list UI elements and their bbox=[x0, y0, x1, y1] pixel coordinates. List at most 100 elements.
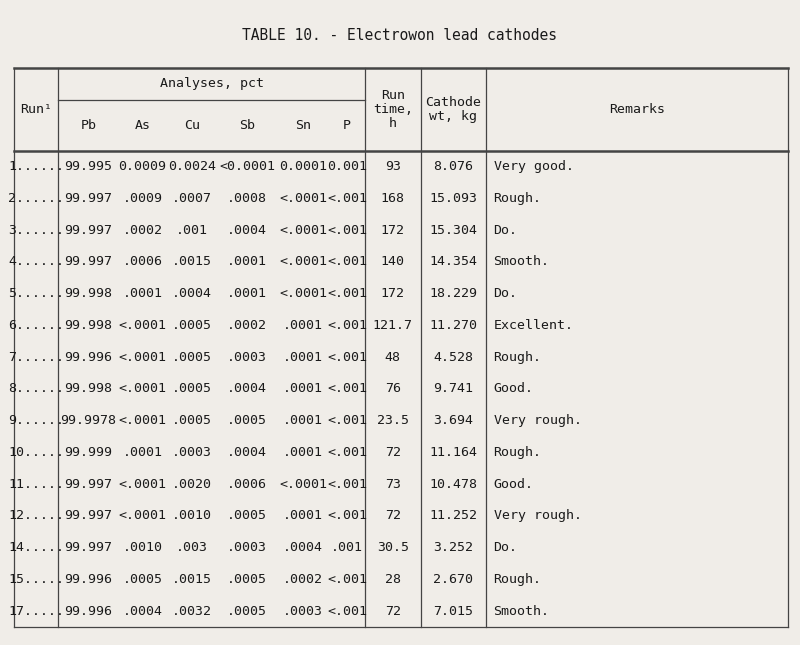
Text: .001: .001 bbox=[331, 541, 363, 554]
Text: Very rough.: Very rough. bbox=[494, 510, 582, 522]
Text: 15.....: 15..... bbox=[8, 573, 64, 586]
Text: .0032: .0032 bbox=[172, 604, 212, 617]
Text: .0002: .0002 bbox=[227, 319, 267, 332]
Text: .001: .001 bbox=[176, 224, 208, 237]
Text: Run: Run bbox=[381, 88, 405, 102]
Text: 8.076: 8.076 bbox=[434, 161, 474, 174]
Text: .0004: .0004 bbox=[283, 541, 323, 554]
Text: .0015: .0015 bbox=[172, 255, 212, 268]
Text: 168: 168 bbox=[381, 192, 405, 205]
Text: Do.: Do. bbox=[494, 224, 518, 237]
Text: 8......: 8...... bbox=[8, 382, 64, 395]
Text: .0003: .0003 bbox=[227, 541, 267, 554]
Text: 4......: 4...... bbox=[8, 255, 64, 268]
Text: 15.093: 15.093 bbox=[429, 192, 477, 205]
Text: 7......: 7...... bbox=[8, 351, 64, 364]
Text: As: As bbox=[134, 119, 150, 132]
Text: .0005: .0005 bbox=[172, 414, 212, 427]
Text: Very rough.: Very rough. bbox=[494, 414, 582, 427]
Text: .0001: .0001 bbox=[227, 287, 267, 300]
Text: <.0001: <.0001 bbox=[279, 478, 327, 491]
Text: 9......: 9...... bbox=[8, 414, 64, 427]
Text: 121.7: 121.7 bbox=[373, 319, 413, 332]
Text: 0.0024: 0.0024 bbox=[168, 161, 216, 174]
Text: 76: 76 bbox=[385, 382, 401, 395]
Text: 1......: 1...... bbox=[8, 161, 64, 174]
Text: .0005: .0005 bbox=[227, 604, 267, 617]
Text: Run¹: Run¹ bbox=[21, 103, 53, 116]
Text: 99.997: 99.997 bbox=[64, 224, 112, 237]
Text: 3.694: 3.694 bbox=[434, 414, 474, 427]
Text: Good.: Good. bbox=[494, 382, 534, 395]
Text: Pb: Pb bbox=[80, 119, 96, 132]
Text: 6......: 6...... bbox=[8, 319, 64, 332]
Text: <.001: <.001 bbox=[327, 510, 367, 522]
Text: Smooth.: Smooth. bbox=[494, 604, 550, 617]
Text: <.0001: <.0001 bbox=[118, 414, 166, 427]
Text: 99.995: 99.995 bbox=[64, 161, 112, 174]
Text: Sn: Sn bbox=[295, 119, 311, 132]
Text: .0010: .0010 bbox=[122, 541, 162, 554]
Text: 18.229: 18.229 bbox=[429, 287, 477, 300]
Text: Smooth.: Smooth. bbox=[494, 255, 550, 268]
Text: .0020: .0020 bbox=[172, 478, 212, 491]
Text: .0004: .0004 bbox=[227, 382, 267, 395]
Text: 0.001: 0.001 bbox=[327, 161, 367, 174]
Text: .0001: .0001 bbox=[283, 446, 323, 459]
Text: 99.998: 99.998 bbox=[64, 382, 112, 395]
Text: <.0001: <.0001 bbox=[118, 510, 166, 522]
Text: 99.996: 99.996 bbox=[64, 351, 112, 364]
Text: time,: time, bbox=[373, 103, 413, 116]
Text: Excellent.: Excellent. bbox=[494, 319, 574, 332]
Text: <.001: <.001 bbox=[327, 382, 367, 395]
Text: 99.997: 99.997 bbox=[64, 541, 112, 554]
Text: Do.: Do. bbox=[494, 541, 518, 554]
Text: 3......: 3...... bbox=[8, 224, 64, 237]
Text: 10.478: 10.478 bbox=[429, 478, 477, 491]
Text: <.0001: <.0001 bbox=[118, 382, 166, 395]
Text: 5......: 5...... bbox=[8, 287, 64, 300]
Text: 11.164: 11.164 bbox=[429, 446, 477, 459]
Text: <.001: <.001 bbox=[327, 255, 367, 268]
Text: .0015: .0015 bbox=[172, 573, 212, 586]
Text: .0001: .0001 bbox=[283, 319, 323, 332]
Text: 99.997: 99.997 bbox=[64, 478, 112, 491]
Text: 28: 28 bbox=[385, 573, 401, 586]
Text: .0006: .0006 bbox=[227, 478, 267, 491]
Text: 12.....: 12..... bbox=[8, 510, 64, 522]
Text: <.001: <.001 bbox=[327, 573, 367, 586]
Text: <.001: <.001 bbox=[327, 446, 367, 459]
Text: .0001: .0001 bbox=[283, 510, 323, 522]
Text: Rough.: Rough. bbox=[494, 351, 542, 364]
Text: Good.: Good. bbox=[494, 478, 534, 491]
Text: 73: 73 bbox=[385, 478, 401, 491]
Text: Cathode: Cathode bbox=[426, 95, 482, 109]
Text: 9.741: 9.741 bbox=[434, 382, 474, 395]
Text: 99.997: 99.997 bbox=[64, 510, 112, 522]
Text: 10.....: 10..... bbox=[8, 446, 64, 459]
Text: 93: 93 bbox=[385, 161, 401, 174]
Text: h: h bbox=[389, 117, 397, 130]
Text: .0001: .0001 bbox=[283, 351, 323, 364]
Text: 0.0001: 0.0001 bbox=[279, 161, 327, 174]
Text: Rough.: Rough. bbox=[494, 192, 542, 205]
Text: Sb: Sb bbox=[239, 119, 255, 132]
Text: 23.5: 23.5 bbox=[377, 414, 409, 427]
Text: 14.354: 14.354 bbox=[429, 255, 477, 268]
Text: Cu: Cu bbox=[184, 119, 200, 132]
Text: .0007: .0007 bbox=[172, 192, 212, 205]
Text: 140: 140 bbox=[381, 255, 405, 268]
Text: .0004: .0004 bbox=[172, 287, 212, 300]
Text: .0003: .0003 bbox=[283, 604, 323, 617]
Text: <.0001: <.0001 bbox=[118, 319, 166, 332]
Text: .0003: .0003 bbox=[172, 446, 212, 459]
Text: <0.0001: <0.0001 bbox=[219, 161, 275, 174]
Text: .0001: .0001 bbox=[227, 255, 267, 268]
Text: <.0001: <.0001 bbox=[279, 224, 327, 237]
Text: <.0001: <.0001 bbox=[279, 287, 327, 300]
Text: .0004: .0004 bbox=[227, 224, 267, 237]
Text: 99.996: 99.996 bbox=[64, 604, 112, 617]
Text: .0005: .0005 bbox=[227, 510, 267, 522]
Text: Do.: Do. bbox=[494, 287, 518, 300]
Text: Analyses, pct: Analyses, pct bbox=[160, 77, 264, 90]
